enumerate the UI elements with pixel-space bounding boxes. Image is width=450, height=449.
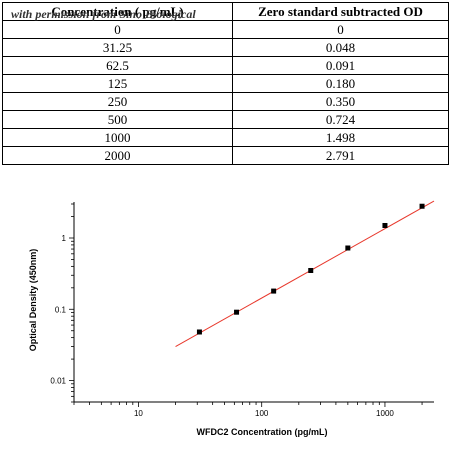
data-point	[196, 329, 202, 335]
od-cell: 0.350	[232, 92, 449, 111]
concentration-cell: 125	[2, 74, 233, 93]
table-header-row: Concentration ( pg/mL) with permission f…	[2, 2, 449, 21]
data-point	[234, 309, 240, 315]
concentration-cell: 0	[2, 20, 233, 39]
od-cell: 0.180	[232, 74, 449, 93]
data-point	[345, 245, 351, 251]
table-row: 1000 1.498	[2, 128, 449, 147]
od-cell: 0.048	[232, 38, 449, 57]
table-row: 62.5 0.091	[2, 56, 449, 75]
x-tick-label: 10	[134, 409, 143, 418]
data-point	[419, 203, 425, 209]
od-cell: 0.091	[232, 56, 449, 75]
concentration-cell: 2000	[2, 146, 233, 165]
table-row: 31.25 0.048	[2, 38, 449, 57]
od-cell: 0.724	[232, 110, 449, 129]
y-axis-label: Optical Density (450nm)	[28, 249, 38, 352]
concentration-cell: 250	[2, 92, 233, 111]
standard-curve-table: Concentration ( pg/mL) with permission f…	[2, 2, 449, 165]
concentration-cell: 500	[2, 110, 233, 129]
od-cell: 0	[232, 20, 449, 39]
plot-area: 10 100 1000 0.01 0.1 1	[50, 200, 435, 418]
x-axis-label: WFDC2 Concentration (pg/mL)	[197, 427, 328, 437]
fit-line	[175, 200, 435, 347]
concentration-cell: 31.25	[2, 38, 233, 57]
concentration-header-label: Concentration ( pg/mL)	[51, 3, 184, 19]
concentration-header: Concentration ( pg/mL) with permission f…	[2, 2, 233, 21]
od-cell: 1.498	[232, 128, 449, 147]
x-tick-label: 1000	[376, 409, 394, 418]
y-tick-label: 0.1	[55, 305, 67, 314]
table-row: 125 0.180	[2, 74, 449, 93]
y-tick-label: 0.01	[50, 377, 66, 386]
standard-curve-chart: 10 100 1000 0.01 0.1 1 WFDC2 Concentration (p…	[28, 200, 435, 437]
x-tick-label: 100	[255, 409, 269, 418]
table-row: 500 0.724	[2, 110, 449, 129]
table-row: 250 0.350	[2, 92, 449, 111]
data-point	[382, 222, 388, 228]
table-row: 2000 2.791	[2, 146, 449, 165]
data-point	[271, 288, 277, 294]
od-cell: 2.791	[232, 146, 449, 165]
concentration-cell: 1000	[2, 128, 233, 147]
concentration-cell: 62.5	[2, 56, 233, 75]
y-tick-label: 1	[62, 234, 67, 243]
data-point	[308, 267, 314, 273]
od-header: Zero standard subtracted OD	[232, 2, 449, 21]
